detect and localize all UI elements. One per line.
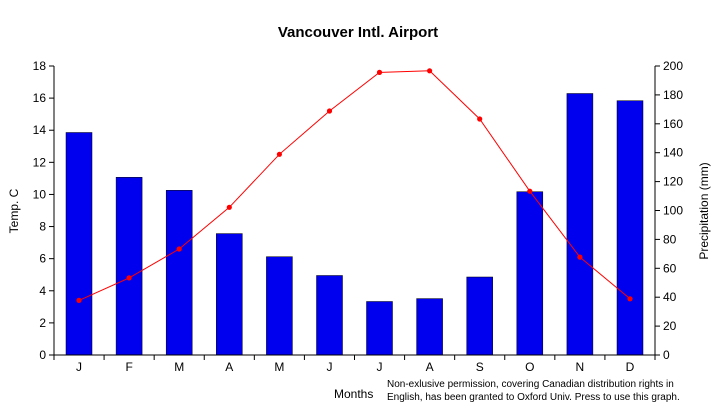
y-left-tick-label: 12 (33, 155, 47, 169)
y-right-tick-label: 80 (663, 232, 677, 246)
precipitation-bar (516, 191, 544, 356)
temperature-point (427, 68, 433, 74)
x-tick-label: J (76, 360, 82, 374)
temperature-line-path (78, 70, 631, 301)
y-right-tick-label: 160 (663, 117, 683, 131)
precipitation-bar (115, 177, 143, 356)
y-left-tick-label: 2 (39, 316, 46, 330)
permission-note-line-2: English, has been granted to Oxford Univ… (387, 392, 680, 403)
x-axis-label: Months (334, 387, 373, 401)
y-right-tick-label: 60 (663, 261, 677, 275)
temperature-point (376, 69, 383, 75)
y-left-tick-label: 8 (39, 220, 46, 234)
precipitation-bar (566, 93, 594, 356)
y-left-tick-label: 10 (33, 187, 47, 201)
precipitation-bar (316, 275, 343, 356)
temperature-point (76, 297, 82, 303)
x-tick-label: M (174, 360, 184, 374)
temperature-point (126, 275, 132, 281)
precipitation-bars (65, 93, 644, 356)
y-left-tick-label: 6 (39, 252, 46, 266)
temperature-line (76, 68, 633, 303)
precipitation-bar (216, 233, 243, 356)
chart-title: Vancouver Intl. Airport (278, 24, 438, 41)
temperature-point (477, 116, 483, 122)
temperature-point (276, 151, 282, 157)
precipitation-bar (165, 190, 193, 356)
y-right-tick-label: 120 (663, 175, 683, 189)
y-left-tick-label: 0 (39, 348, 46, 362)
precipitation-bar (616, 100, 644, 356)
axes: 0246810121416180204060801001201401601802… (33, 59, 684, 374)
x-tick-label: J (326, 360, 332, 374)
y-left-tick-label: 14 (33, 123, 47, 137)
x-tick-label: A (225, 360, 233, 374)
y-right-tick-label: 40 (663, 290, 677, 304)
y-right-tick-label: 20 (663, 319, 677, 333)
y-right-tick-label: 180 (663, 88, 683, 102)
x-tick-label: J (377, 360, 383, 374)
x-tick-label: S (476, 360, 484, 374)
y-right-tick-label: 0 (663, 348, 670, 362)
x-tick-label: O (525, 360, 534, 374)
temperature-point (326, 108, 333, 114)
precipitation-bar (65, 132, 93, 356)
y-left-tick-label: 16 (33, 91, 47, 105)
y-left-tick-label: 4 (39, 284, 46, 298)
temperature-point (627, 296, 633, 302)
y-right-tick-label: 200 (663, 59, 683, 73)
x-tick-label: M (274, 360, 284, 374)
temperature-point (527, 188, 533, 194)
permission-note-line-1: Non-exlusive permission, covering Canadi… (387, 379, 674, 390)
temperature-point (176, 246, 182, 252)
x-tick-label: D (626, 360, 635, 374)
precipitation-bar (366, 301, 393, 356)
y-right-tick-label: 140 (663, 146, 683, 160)
y-left-tick-label: 18 (33, 59, 47, 73)
temperature-point (226, 204, 232, 210)
y-axis-right-label: Precipitation (mm) (697, 162, 711, 259)
precipitation-bar (466, 276, 493, 356)
x-tick-label: N (576, 360, 585, 374)
y-axis-left-label: Temp. C (7, 188, 21, 233)
x-tick-label: A (426, 360, 434, 374)
precipitation-bar (416, 298, 443, 356)
temperature-point (577, 254, 583, 260)
y-right-tick-label: 100 (663, 204, 683, 218)
precipitation-bar (266, 256, 293, 356)
x-tick-label: F (125, 360, 132, 374)
